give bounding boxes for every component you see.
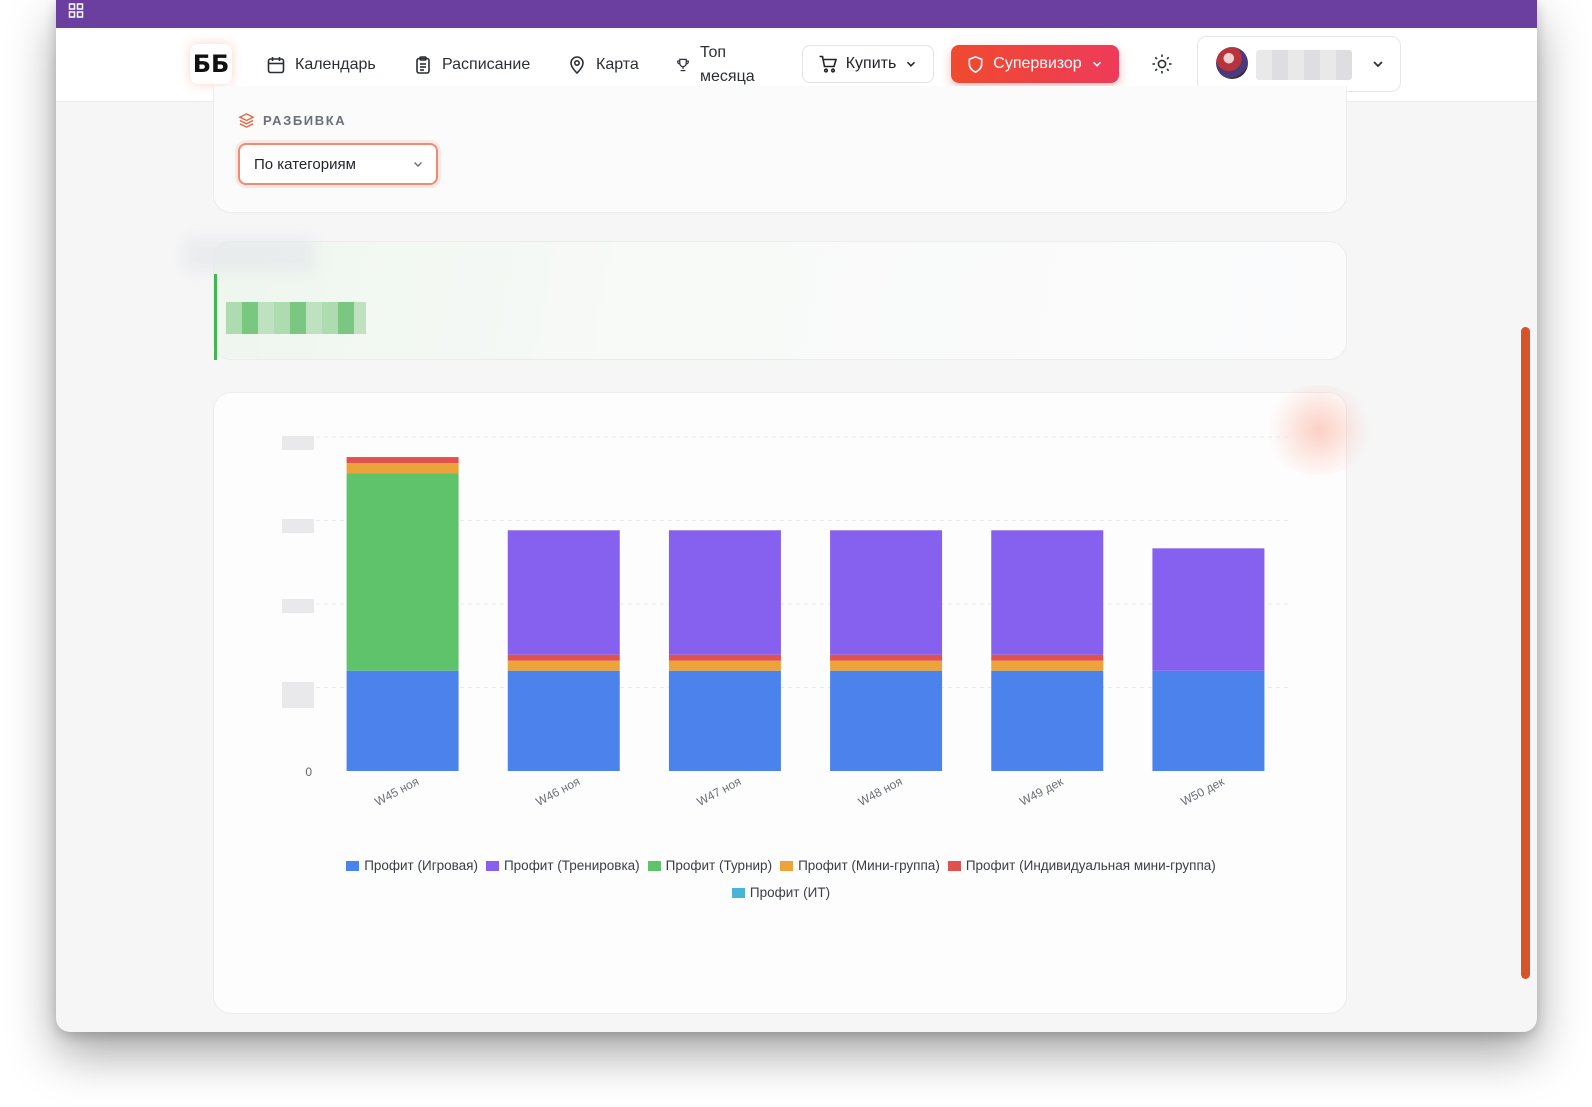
bar-segment: [830, 654, 943, 661]
chevron-down-icon: [1092, 61, 1101, 67]
redacted-y-tick: [282, 599, 314, 613]
bar-segment: [346, 473, 459, 671]
supervisor-label: Супервизор: [993, 55, 1082, 72]
layers-icon: [238, 113, 255, 128]
nav-schedule[interactable]: Расписание: [413, 28, 530, 101]
bar-segment: [668, 530, 781, 655]
nav-top-month[interactable]: Топ месяца: [675, 28, 755, 101]
app-window: ББ Календарь Расписание Карта: [56, 0, 1537, 1032]
top-bar: [56, 0, 1537, 28]
bar-segment: [991, 654, 1104, 661]
x-tick-label: W45 ноя: [372, 774, 421, 809]
y-tick-label: 0: [305, 765, 312, 779]
chart-legend: Профит (Игровая) Профит (Тренировка) Профи…: [274, 853, 1288, 907]
nav-calendar-label: Календарь: [295, 55, 376, 73]
legend-item[interactable]: Профит (Мини-группа): [780, 853, 940, 879]
redacted-y-tick: [282, 436, 314, 450]
stacked-bar-chart: 0 W45 ноя W46 ноя W47 ноя W48 ноя W49 дек W50 …: [292, 436, 1289, 809]
legend-swatch: [947, 861, 961, 871]
bar-segment: [991, 670, 1104, 771]
chevron-down-icon: [1373, 61, 1383, 68]
redacted-value: [226, 302, 366, 334]
breakdown-select[interactable]: По категориям: [238, 143, 438, 185]
chart-card: 0 W45 ноя W46 ноя W47 ноя W48 ноя W49 дек W50 …: [213, 385, 1374, 1014]
bar-segment: [507, 660, 620, 671]
bar-segment: [830, 530, 943, 655]
legend-label: Профит (Тренировка): [503, 858, 640, 873]
scrollbar-thumb[interactable]: [1521, 327, 1530, 979]
redacted-title: [184, 238, 314, 272]
legend-label: Профит (Игровая): [364, 858, 478, 873]
shield-icon: [968, 55, 983, 73]
nav-top-month-label: Топ месяца: [700, 41, 755, 89]
legend-item[interactable]: Профит (Тренировка): [485, 853, 640, 879]
sun-icon[interactable]: [1151, 53, 1173, 75]
breakdown-select-value: По категориям: [254, 155, 356, 173]
avatar: [1216, 47, 1248, 79]
filters-card: РАЗБИВКА По категориям: [213, 86, 1347, 213]
x-tick-label: W50 дек: [1179, 774, 1228, 809]
trophy-icon: [677, 58, 689, 71]
buy-label: Купить: [845, 55, 897, 72]
bar-segment: [507, 670, 620, 771]
cart-icon: [819, 55, 837, 73]
bar-segment: [507, 654, 620, 661]
bar-segment: [991, 530, 1104, 655]
breakdown-label: РАЗБИВКА: [238, 112, 346, 129]
bar-segment: [346, 457, 459, 464]
legend-label: Профит (Мини-группа): [798, 858, 940, 873]
buy-button[interactable]: Купить: [802, 45, 934, 83]
redacted-y-tick: [282, 519, 314, 533]
legend-swatch: [647, 861, 661, 871]
map-pin-icon: [570, 55, 584, 74]
clipboard-icon: [416, 55, 430, 74]
bar-segment: [1152, 670, 1265, 771]
calendar-icon: [267, 56, 285, 73]
x-tick-label: W47 ноя: [695, 774, 744, 809]
legend-item[interactable]: Профит (ИТ): [731, 880, 831, 906]
bar-segment: [991, 660, 1104, 671]
user-name-redacted: [1256, 50, 1352, 80]
chevron-down-icon: [907, 61, 916, 67]
redacted-y-tick: [282, 682, 314, 708]
legend-item[interactable]: Профит (Индивидуальная мини-группа): [947, 853, 1216, 879]
bar-segment: [668, 670, 781, 771]
nav-schedule-label: Расписание: [442, 55, 531, 73]
supervisor-button[interactable]: Супервизор: [951, 45, 1119, 83]
nav-map[interactable]: Карта: [567, 28, 639, 101]
bar-segment: [668, 654, 781, 661]
bar-segment: [1152, 548, 1265, 671]
bar-segment: [830, 660, 943, 671]
decorative-glow: [1264, 385, 1374, 475]
bar-segment: [346, 670, 459, 771]
nav-top-month-line1: Топ: [700, 43, 727, 61]
x-tick-label: W49 дек: [1017, 774, 1066, 809]
legend-label: Профит (Индивидуальная мини-группа): [965, 858, 1216, 873]
bar-segment: [346, 463, 459, 474]
user-menu[interactable]: [1197, 36, 1401, 92]
legend-item[interactable]: Профит (Игровая): [346, 853, 478, 879]
bar-segment: [668, 660, 781, 671]
logo[interactable]: ББ: [190, 44, 232, 84]
apps-grid-icon[interactable]: [68, 2, 84, 18]
x-tick-label: W48 ноя: [856, 774, 905, 809]
breakdown-label-text: РАЗБИВКА: [263, 113, 347, 128]
nav-map-label: Карта: [596, 55, 639, 73]
legend-label: Профит (ИТ): [749, 885, 831, 900]
x-tick-label: W46 ноя: [533, 774, 582, 809]
legend-label: Профит (Турнир): [665, 858, 773, 873]
legend-item[interactable]: Профит (Турнир): [647, 853, 773, 879]
legend-swatch: [780, 861, 794, 871]
legend-swatch: [731, 888, 745, 898]
bar-segment: [507, 530, 620, 655]
nav-top-month-line2: месяца: [700, 67, 755, 85]
legend-swatch: [485, 861, 499, 871]
summary-card: [184, 238, 1347, 360]
bar-segment: [830, 670, 943, 771]
legend-swatch: [346, 861, 360, 871]
summary-accent-bar: [214, 274, 217, 360]
nav-calendar[interactable]: Календарь: [266, 28, 376, 101]
chevron-down-icon: [414, 162, 422, 167]
